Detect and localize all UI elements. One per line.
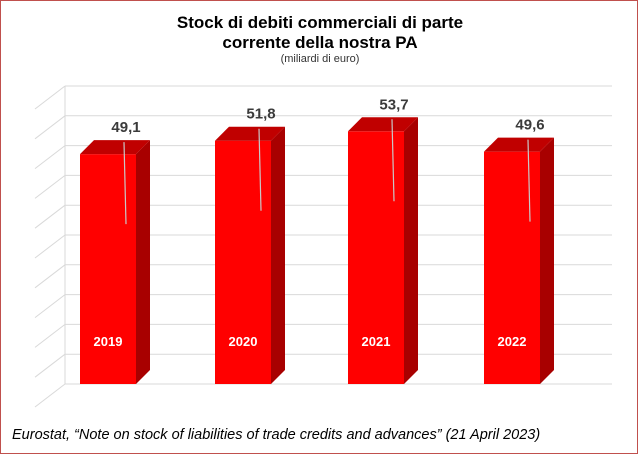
gridline-side (34, 234, 66, 259)
bar-top-2019 (80, 140, 150, 155)
category-label: 2021 (362, 334, 391, 349)
chart-subtitle: (miliardi di euro) (280, 53, 360, 65)
gridline-side (34, 175, 66, 199)
labels: 49,1 2019 51,8 2020 53,7 2021 49,6 2022 (94, 96, 545, 349)
chart-title-line-1: Stock di debiti commerciali di parte (176, 13, 464, 32)
leader-line (258, 128, 262, 211)
bar-side-2019 (136, 140, 150, 384)
data-label: 53,7 (379, 96, 408, 113)
category-label: 2020 (229, 334, 258, 349)
gridline-side (34, 353, 66, 378)
bar-side-2021 (404, 117, 418, 384)
bar-2021 (348, 131, 404, 384)
gridline-side (34, 264, 66, 289)
bar-top-2020 (215, 126, 285, 141)
chart-title-line-2: corrente della nostra PA (222, 33, 418, 52)
bar-2020 (215, 140, 271, 384)
data-label: 49,6 (515, 117, 544, 134)
leader-line (123, 142, 127, 225)
category-label: 2019 (94, 334, 123, 349)
source-note: Eurostat, “Note on stock of liabilities … (12, 427, 541, 443)
gridline-side (34, 294, 66, 318)
gridline-side (34, 324, 66, 348)
gridline-side (34, 145, 66, 169)
bars (80, 117, 554, 384)
bar-side-2022 (540, 137, 554, 384)
data-label: 49,1 (111, 119, 140, 136)
gridline-side (34, 85, 66, 110)
gridline-side (34, 115, 66, 140)
data-label: 51,8 (246, 106, 275, 123)
gridline-side (34, 204, 66, 229)
leader-line (391, 119, 395, 202)
bar-2022 (484, 151, 540, 384)
bar-2019 (80, 154, 136, 384)
bar-top-2021 (348, 117, 418, 132)
category-label: 2022 (498, 334, 527, 349)
gridline-side (34, 383, 66, 408)
leader-line (527, 139, 531, 222)
bar-side-2020 (271, 126, 285, 384)
bar-top-2022 (484, 137, 554, 152)
